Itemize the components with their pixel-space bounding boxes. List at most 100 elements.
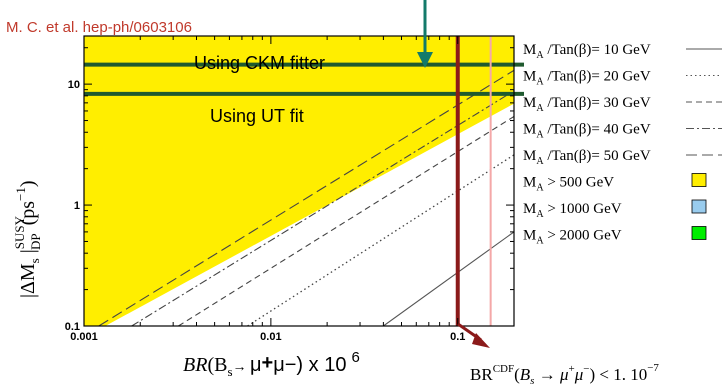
legend-item-tan-40-gev: MA /Tan(β)= 40 GeV	[523, 122, 722, 141]
y-tick-label: 1	[74, 200, 80, 212]
series-line-m-a-tan-50-gev	[98, 69, 514, 326]
cdf-close: ) < 1. 10	[589, 365, 647, 384]
y-tick-label: 0.1	[65, 321, 80, 333]
legend-m: M	[523, 122, 536, 138]
ckm-fitter-label: Using CKM fitter	[194, 53, 325, 73]
legend-item-tan-30-gev: MA /Tan(β)= 30 GeV	[523, 95, 722, 114]
legend-label: MA /Tan(β)= 10 GeV	[523, 42, 651, 61]
legend-label: MA > 500 GeV	[523, 175, 614, 194]
x-label-mu: μ	[250, 354, 262, 376]
y-label-sub1: s	[27, 258, 42, 263]
cdf-br: BR	[470, 365, 493, 384]
top-arrow-head	[417, 52, 433, 68]
x-tick-label: 0.001	[70, 331, 98, 343]
cdf-arrow	[457, 322, 490, 348]
horizontal-lines-group	[84, 62, 524, 96]
x-label-rest: μ−) x 10	[273, 354, 346, 376]
plot-area: 0.001 0.01 0.1 0.1 1 10	[65, 35, 524, 343]
y-label-unit: (ps	[17, 201, 39, 226]
legend-item-tan-20-gev: MA /Tan(β)= 20 GeV	[523, 69, 722, 88]
series-line-m-a-tan-30-gev	[178, 116, 514, 326]
cdf-sup: CDF	[493, 363, 514, 375]
y-label-delta: |ΔM	[17, 263, 39, 298]
x-axis-label: BR(Bs→ μ+μ−) x 10 6	[183, 349, 360, 379]
legend-m: M	[523, 175, 536, 191]
x-label-mid: (B	[207, 354, 227, 376]
legend-m: M	[523, 148, 536, 164]
band-m-a-500-gev	[84, 36, 514, 326]
bands-group	[84, 36, 514, 326]
legend-swatch-box	[691, 199, 707, 214]
legend-m: M	[523, 201, 536, 217]
y-label-close: )	[17, 180, 39, 187]
series-group	[98, 69, 514, 326]
legend-text: /Tan(β)= 30 GeV	[544, 95, 651, 111]
legend-item-2000-gev: MA > 2000 GeV	[523, 226, 707, 247]
legend-item-500-gev: MA > 500 GeV	[523, 173, 707, 194]
series-line-m-a-tan-40-gev	[131, 90, 514, 326]
ticks-group: 0.001 0.01 0.1 0.1 1 10	[65, 36, 515, 343]
plot-frame	[83, 35, 515, 327]
legend-label: MA /Tan(β)= 30 GeV	[523, 95, 651, 114]
cdf-s: s	[530, 375, 534, 387]
x-label-br: BR	[183, 354, 207, 376]
legend-m: M	[523, 69, 536, 85]
legend-label: MA /Tan(β)= 50 GeV	[523, 148, 651, 167]
x-label-sub: s	[227, 364, 232, 379]
legend-label: MA /Tan(β)= 40 GeV	[523, 122, 651, 141]
cdf-mu2: μ	[574, 365, 584, 384]
legend-a: A	[536, 130, 544, 141]
vertical-lines-group	[455, 36, 492, 326]
x-tick-label: 0.1	[450, 331, 465, 343]
legend-label: MA /Tan(β)= 20 GeV	[523, 69, 651, 88]
legend-text: > 2000 GeV	[544, 228, 622, 244]
cdf-open: (	[514, 365, 520, 384]
legend-text: /Tan(β)= 50 GeV	[544, 148, 651, 164]
y-tick-label: 10	[68, 79, 80, 91]
series-line-m-a-tan-10-gev	[383, 231, 514, 326]
x-label-plus: +	[262, 352, 274, 374]
legend-m: M	[523, 95, 536, 111]
citation-text: M. C. et al. hep-ph/0603106	[6, 19, 192, 36]
legend-text: > 1000 GeV	[544, 201, 622, 217]
legend-item-tan-50-gev: MA /Tan(β)= 50 GeV	[523, 148, 722, 167]
series-line-m-a-tan-20-gev	[247, 154, 514, 326]
cdf-mu: μ	[559, 365, 569, 384]
y-label-sup: SUSY	[12, 215, 27, 249]
cdf-bound-annotation: BRCDF(Bs → μ+μ−) < 1. 10−7	[470, 362, 659, 387]
cdf-minus: −	[583, 363, 589, 375]
legend-a: A	[536, 183, 544, 194]
cdf-b: B	[520, 365, 531, 384]
cdf-arrow-glyph: →	[534, 365, 560, 384]
legend-label: MA > 1000 GeV	[523, 201, 622, 220]
legend-text: /Tan(β)= 40 GeV	[544, 122, 651, 138]
legend-a: A	[536, 77, 544, 88]
legend-item-1000-gev: MA > 1000 GeV	[523, 199, 707, 220]
legend-a: A	[536, 50, 544, 61]
legend-a: A	[536, 103, 544, 114]
cdf-arrow-head	[472, 333, 490, 348]
x-label-arrow: →	[233, 360, 251, 375]
ut-fit-label: Using UT fit	[210, 106, 304, 126]
y-label-mid: |	[17, 249, 39, 258]
x-label-exp: 6	[351, 349, 359, 366]
legend-label: MA > 2000 GeV	[523, 228, 622, 247]
cdf-exp: −7	[647, 362, 659, 374]
y-axis-label: |ΔMs |SUSYDP (ps−1)	[12, 180, 43, 298]
top-arrow	[417, 0, 433, 68]
legend-a: A	[536, 209, 544, 220]
cdf-plus: +	[568, 363, 574, 375]
legend-a: A	[536, 156, 544, 167]
legend-swatch-box	[691, 173, 707, 187]
legend-text: /Tan(β)= 20 GeV	[544, 69, 651, 85]
y-label-sub2: DP	[28, 233, 43, 250]
y-label-uexp: −1	[13, 187, 28, 201]
legend-item-tan-10-gev: MA /Tan(β)= 10 GeV	[523, 42, 722, 61]
legend-m: M	[523, 42, 536, 58]
legend-text: > 500 GeV	[544, 175, 615, 191]
x-tick-label: 0.01	[260, 331, 281, 343]
legend-a: A	[536, 236, 544, 247]
legend-text: /Tan(β)= 10 GeV	[544, 42, 651, 58]
